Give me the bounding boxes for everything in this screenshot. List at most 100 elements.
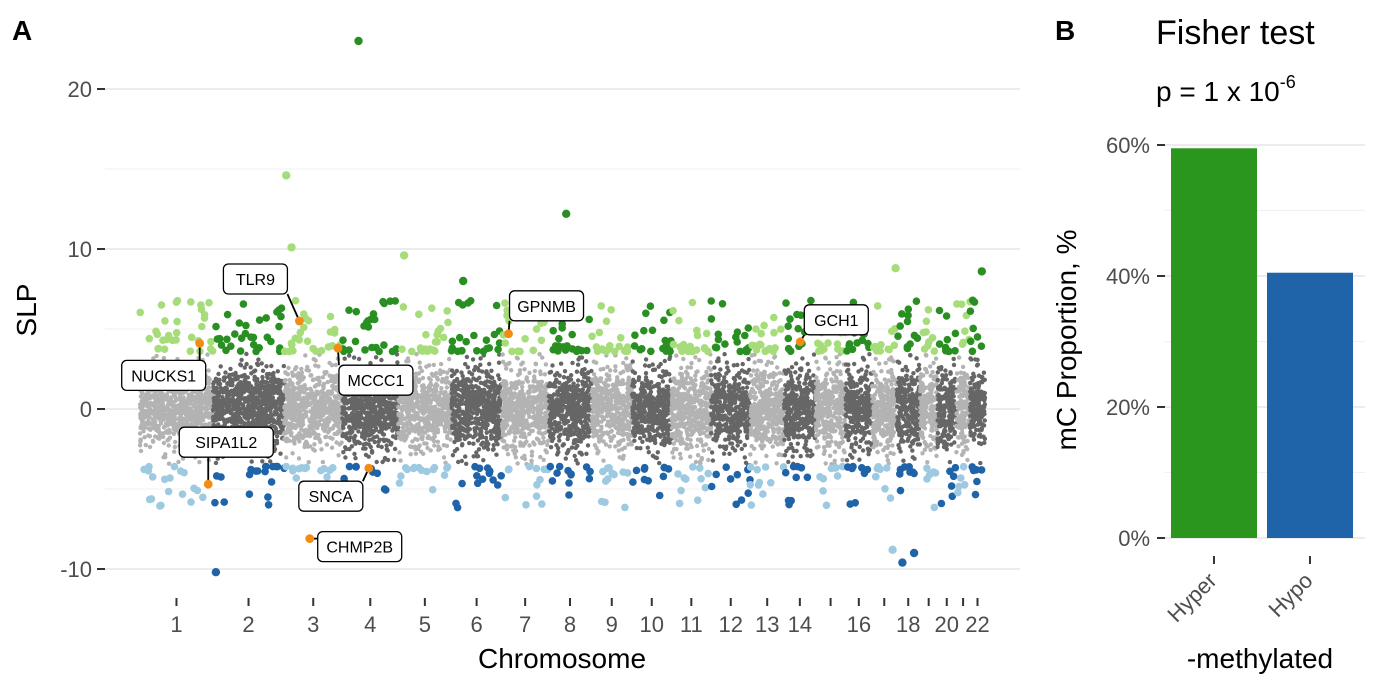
- background-point: [214, 413, 219, 418]
- hypo-point: [140, 465, 148, 474]
- background-point: [421, 383, 426, 388]
- background-point: [413, 451, 419, 456]
- hypo-point: [471, 462, 479, 471]
- background-point: [274, 419, 280, 425]
- background-point: [264, 407, 269, 413]
- background-point: [463, 454, 468, 459]
- hypo-point: [264, 493, 272, 501]
- background-point: [476, 447, 482, 452]
- background-point: [503, 362, 508, 367]
- background-point: [398, 405, 404, 410]
- background-point: [307, 402, 312, 407]
- hypo-point: [212, 472, 221, 480]
- hyper-point: [501, 339, 510, 347]
- background-point: [269, 376, 274, 382]
- hyper-point: [448, 337, 457, 346]
- background-point: [543, 410, 548, 416]
- background-point: [452, 426, 458, 431]
- background-point: [284, 403, 289, 408]
- background-point: [356, 403, 362, 409]
- background-point: [372, 435, 377, 440]
- background-point: [350, 429, 355, 434]
- background-point: [458, 401, 464, 406]
- hyper-point: [263, 333, 272, 342]
- panel-a-letter: A: [12, 15, 32, 46]
- hypo-point: [211, 498, 219, 507]
- background-point: [272, 424, 277, 430]
- background-point: [218, 385, 223, 390]
- background-point: [444, 385, 450, 390]
- background-point: [353, 456, 358, 461]
- background-point: [159, 392, 164, 398]
- hypo-point: [401, 464, 410, 472]
- hyper-point: [537, 336, 546, 345]
- background-point: [200, 401, 205, 406]
- background-point: [435, 377, 440, 382]
- background-point: [250, 410, 255, 416]
- background-point: [492, 415, 497, 421]
- background-point: [349, 396, 355, 402]
- background-point: [283, 377, 288, 383]
- background-point: [398, 417, 403, 422]
- background-point: [425, 415, 431, 420]
- background-point: [531, 395, 536, 400]
- background-point: [166, 400, 172, 406]
- background-point: [155, 393, 160, 398]
- hyper-point: [152, 327, 160, 336]
- background-point: [311, 447, 316, 452]
- background-point: [456, 408, 461, 413]
- background-point: [480, 435, 485, 440]
- hyper-point: [380, 341, 388, 349]
- background-point: [456, 459, 461, 465]
- background-point: [481, 445, 487, 450]
- background-point: [302, 433, 307, 438]
- background-point: [141, 413, 146, 418]
- background-point: [382, 438, 387, 444]
- background-point: [541, 439, 547, 445]
- hypo-point: [164, 487, 173, 496]
- background-point: [324, 409, 329, 415]
- background-point: [176, 459, 181, 465]
- background-point: [500, 352, 505, 357]
- background-point: [284, 455, 289, 460]
- background-point: [538, 369, 543, 374]
- background-point: [539, 393, 544, 398]
- background-point: [191, 394, 196, 399]
- background-point: [417, 360, 422, 365]
- background-point: [192, 418, 197, 423]
- background-point: [485, 403, 490, 408]
- hyper-point: [485, 344, 494, 352]
- background-point: [184, 413, 189, 418]
- hyper-point: [361, 346, 369, 354]
- background-point: [428, 377, 433, 383]
- background-point: [210, 408, 216, 413]
- background-point: [172, 449, 177, 454]
- background-point: [484, 439, 489, 444]
- background-point: [142, 435, 147, 440]
- background-point: [415, 437, 420, 442]
- background-point: [191, 412, 196, 417]
- background-point: [283, 370, 288, 375]
- background-point: [450, 368, 455, 373]
- background-point: [316, 364, 321, 369]
- background-point: [504, 447, 510, 452]
- background-point: [496, 384, 501, 389]
- hyper-point: [324, 343, 333, 351]
- background-point: [238, 380, 243, 385]
- background-point: [176, 397, 181, 402]
- hyper-point: [482, 336, 491, 345]
- hyper-point: [462, 337, 471, 346]
- background-point: [151, 424, 156, 430]
- background-point: [502, 405, 507, 411]
- background-point: [412, 424, 417, 430]
- background-point: [486, 399, 491, 404]
- hyper-point: [172, 336, 180, 344]
- background-point: [432, 409, 437, 414]
- background-point: [510, 401, 515, 406]
- background-point: [413, 429, 418, 434]
- background-point: [315, 391, 320, 397]
- background-point: [431, 438, 437, 444]
- background-point: [392, 446, 398, 452]
- background-point: [515, 356, 520, 361]
